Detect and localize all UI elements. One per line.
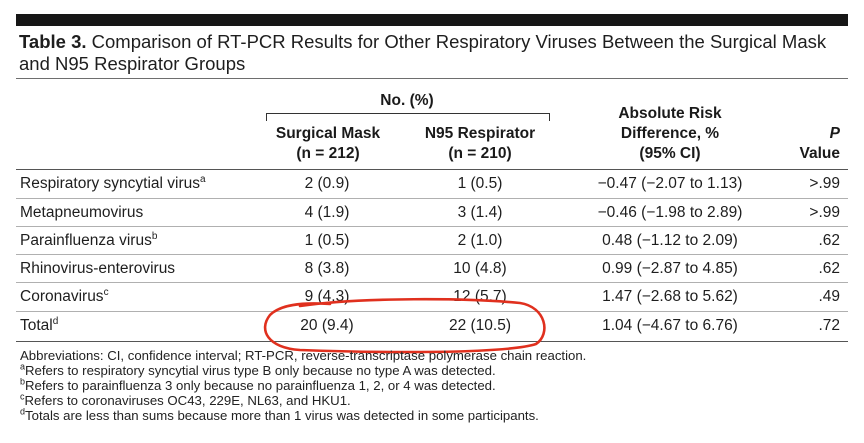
footnote-abbreviations: Abbreviations: CI, confidence interval; … — [20, 348, 587, 363]
cell-n95: 2 (1.0) — [457, 232, 503, 249]
col-header-surgical: Surgical Mask (n = 212) — [256, 124, 400, 164]
footnote-d: dTotals are less than sums because more … — [20, 406, 539, 423]
cell-risk: 1.47 (−2.68 to 5.62) — [602, 288, 738, 305]
col-header-p-l1: P — [829, 125, 840, 142]
cell-risk: 1.04 (−4.67 to 6.76) — [602, 317, 738, 334]
cell-surgical: 4 (1.9) — [304, 204, 350, 221]
col-header-risk-l1: Absolute Risk — [618, 105, 722, 122]
cell-risk: −0.47 (−2.07 to 1.13) — [597, 175, 743, 192]
row-divider — [16, 254, 848, 255]
table-title: Comparison of RT-PCR Results for Other R… — [19, 31, 827, 74]
cell-n95: 10 (4.8) — [453, 260, 507, 277]
footnote-c: cRefers to coronaviruses OC43, 229E, NL6… — [20, 391, 351, 408]
row-divider — [16, 198, 848, 199]
bottom-rule — [16, 341, 848, 342]
cell-risk: −0.46 (−1.98 to 2.89) — [597, 204, 743, 221]
cell-p: .49 — [818, 288, 840, 305]
cell-n95: 22 (10.5) — [448, 317, 512, 334]
col-header-n95: N95 Respirator (n = 210) — [404, 124, 556, 164]
row-divider — [16, 282, 848, 283]
cell-surgical: 8 (3.8) — [304, 260, 350, 277]
row-divider — [16, 311, 848, 312]
col-header-surgical-name: Surgical Mask — [275, 125, 381, 142]
col-header-n95-name: N95 Respirator — [424, 125, 536, 142]
cell-surgical: 20 (9.4) — [300, 317, 354, 334]
cell-risk: 0.48 (−1.12 to 2.09) — [602, 232, 738, 249]
header-rule — [16, 169, 848, 170]
row-label: Totald — [20, 315, 59, 334]
top-rule — [16, 78, 848, 79]
cell-p: >.99 — [809, 204, 840, 221]
cell-risk: 0.99 (−2.87 to 4.85) — [602, 260, 738, 277]
header-bar — [16, 14, 848, 26]
cell-n95: 1 (0.5) — [457, 175, 503, 192]
row-label: Parainfluenza virusb — [20, 230, 158, 249]
row-label: Rhinovirus-enterovirus — [20, 260, 176, 277]
cell-p: .62 — [818, 232, 840, 249]
col-header-risk-l2: Difference, % — [620, 125, 720, 142]
group-header: No. (%) — [380, 92, 434, 109]
col-header-p-l2: Value — [799, 145, 841, 162]
group-bracket — [266, 113, 550, 121]
row-label: Respiratory syncytial virusa — [20, 173, 206, 192]
row-label: Coronavirusc — [20, 286, 109, 305]
col-header-risk: Absolute Risk Difference, % (95% CI) — [580, 104, 760, 164]
table-caption: Table 3. Comparison of RT-PCR Results fo… — [19, 31, 849, 75]
cell-p: .62 — [818, 260, 840, 277]
table-label: Table 3. — [19, 31, 87, 52]
col-header-surgical-n: (n = 212) — [296, 145, 360, 162]
col-header-n95-n: (n = 210) — [448, 145, 512, 162]
row-label: Metapneumovirus — [20, 204, 144, 221]
cell-p: .72 — [818, 317, 840, 334]
col-header-p: P Value — [770, 124, 841, 164]
footnote-a: aRefers to respiratory syncytial virus t… — [20, 361, 496, 378]
footnote-b: bRefers to parainfluenza 3 only because … — [20, 376, 496, 393]
row-divider — [16, 226, 848, 227]
col-header-risk-l3: (95% CI) — [639, 145, 701, 162]
cell-surgical: 1 (0.5) — [304, 232, 350, 249]
cell-surgical: 2 (0.9) — [304, 175, 350, 192]
cell-n95: 3 (1.4) — [457, 204, 503, 221]
cell-p: >.99 — [809, 175, 840, 192]
